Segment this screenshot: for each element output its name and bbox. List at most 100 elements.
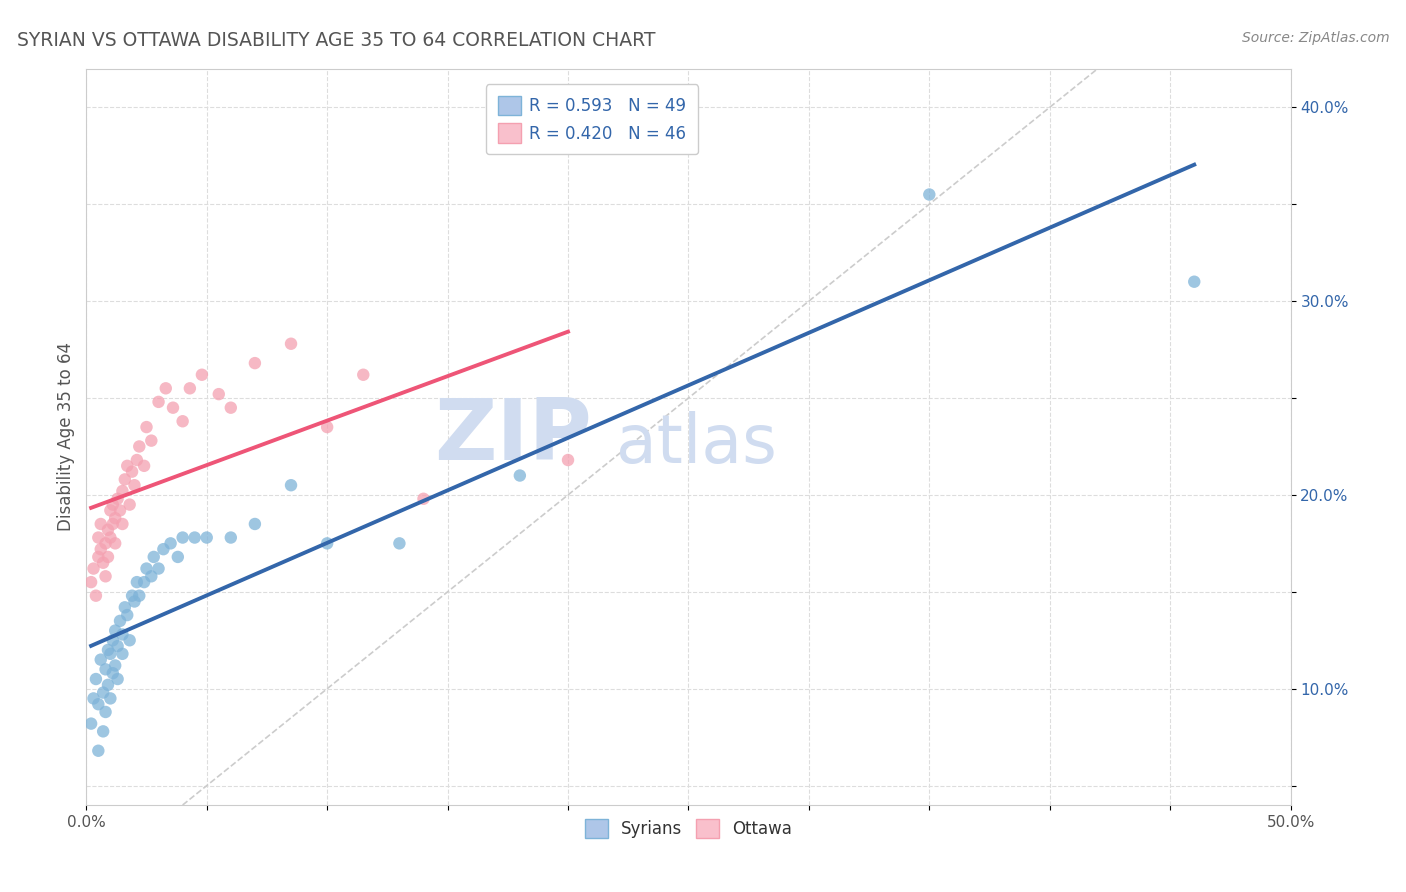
- Point: [121, 465, 143, 479]
- Point: [316, 536, 339, 550]
- Text: Source: ZipAtlas.com: Source: ZipAtlas.com: [1241, 31, 1389, 45]
- Point: [172, 414, 194, 428]
- Text: ZIP: ZIP: [434, 395, 592, 478]
- Point: [191, 368, 214, 382]
- Point: [100, 691, 122, 706]
- Point: [90, 516, 112, 531]
- Point: [155, 381, 177, 395]
- Point: [100, 531, 122, 545]
- Point: [97, 678, 120, 692]
- Point: [135, 561, 157, 575]
- Point: [111, 627, 134, 641]
- Point: [159, 536, 181, 550]
- Point: [557, 453, 579, 467]
- Point: [243, 516, 266, 531]
- Point: [124, 594, 146, 608]
- Point: [162, 401, 184, 415]
- Point: [101, 633, 124, 648]
- Point: [108, 503, 131, 517]
- Point: [107, 639, 129, 653]
- Point: [125, 575, 148, 590]
- Point: [114, 472, 136, 486]
- Point: [108, 614, 131, 628]
- Point: [148, 395, 170, 409]
- Point: [219, 401, 242, 415]
- Point: [412, 491, 434, 506]
- Point: [87, 744, 110, 758]
- Point: [141, 434, 163, 448]
- Point: [100, 503, 122, 517]
- Point: [183, 531, 205, 545]
- Point: [1182, 275, 1205, 289]
- Point: [115, 608, 138, 623]
- Point: [121, 589, 143, 603]
- Point: [90, 542, 112, 557]
- Point: [87, 549, 110, 564]
- Point: [104, 624, 127, 638]
- Point: [118, 498, 141, 512]
- Point: [115, 458, 138, 473]
- Text: SYRIAN VS OTTAWA DISABILITY AGE 35 TO 64 CORRELATION CHART: SYRIAN VS OTTAWA DISABILITY AGE 35 TO 64…: [17, 31, 655, 50]
- Point: [316, 420, 339, 434]
- Point: [91, 556, 114, 570]
- Point: [141, 569, 163, 583]
- Point: [83, 561, 105, 575]
- Point: [142, 549, 165, 564]
- Point: [124, 478, 146, 492]
- Point: [97, 643, 120, 657]
- Point: [179, 381, 201, 395]
- Point: [243, 356, 266, 370]
- Point: [91, 685, 114, 699]
- Point: [509, 468, 531, 483]
- Point: [111, 647, 134, 661]
- Point: [101, 498, 124, 512]
- Point: [114, 600, 136, 615]
- Point: [128, 440, 150, 454]
- Point: [90, 653, 112, 667]
- Point: [100, 647, 122, 661]
- Point: [84, 672, 107, 686]
- Point: [118, 633, 141, 648]
- Point: [148, 561, 170, 575]
- Point: [132, 458, 155, 473]
- Point: [97, 523, 120, 537]
- Point: [132, 575, 155, 590]
- Point: [97, 549, 120, 564]
- Point: [208, 387, 231, 401]
- Point: [280, 478, 302, 492]
- Point: [83, 691, 105, 706]
- Point: [107, 672, 129, 686]
- Point: [135, 420, 157, 434]
- Point: [87, 531, 110, 545]
- Point: [172, 531, 194, 545]
- Point: [104, 511, 127, 525]
- Point: [94, 705, 117, 719]
- Point: [128, 589, 150, 603]
- Point: [94, 569, 117, 583]
- Point: [91, 724, 114, 739]
- Point: [104, 536, 127, 550]
- Legend: Syrians, Ottawa: Syrians, Ottawa: [578, 812, 799, 845]
- Text: atlas: atlas: [616, 411, 778, 477]
- Point: [94, 662, 117, 676]
- Point: [101, 666, 124, 681]
- Point: [166, 549, 188, 564]
- Point: [918, 187, 941, 202]
- Point: [280, 336, 302, 351]
- Point: [80, 716, 103, 731]
- Point: [80, 575, 103, 590]
- Point: [107, 491, 129, 506]
- Point: [152, 542, 174, 557]
- Point: [352, 368, 374, 382]
- Y-axis label: Disability Age 35 to 64: Disability Age 35 to 64: [58, 343, 75, 532]
- Point: [195, 531, 218, 545]
- Point: [219, 531, 242, 545]
- Point: [111, 483, 134, 498]
- Point: [94, 536, 117, 550]
- Point: [87, 697, 110, 711]
- Point: [101, 516, 124, 531]
- Point: [388, 536, 411, 550]
- Point: [125, 453, 148, 467]
- Point: [111, 516, 134, 531]
- Point: [84, 589, 107, 603]
